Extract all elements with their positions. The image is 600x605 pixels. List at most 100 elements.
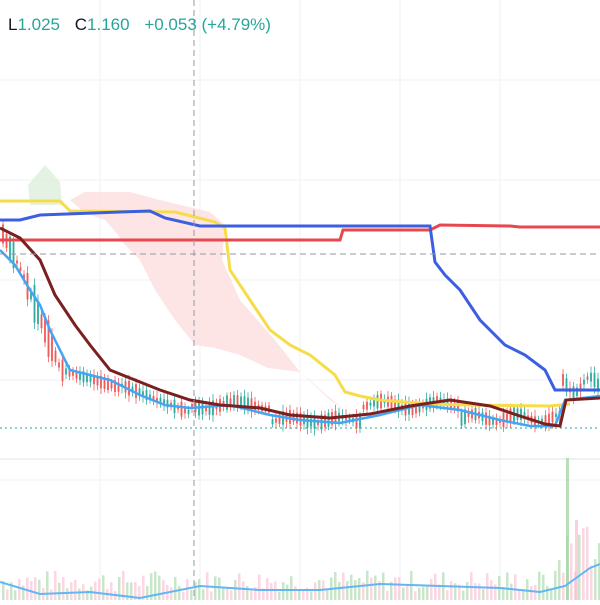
candle-body	[457, 402, 459, 412]
volume-bar	[194, 581, 197, 600]
volume-bar	[346, 581, 349, 600]
candle-body	[58, 362, 60, 368]
volume-bar	[402, 587, 405, 600]
volume-bar	[586, 526, 589, 600]
volume-bar	[422, 586, 425, 600]
candle-body	[446, 398, 449, 407]
candle-body	[131, 386, 134, 393]
volume-bar	[250, 590, 253, 600]
volume-bar	[278, 591, 281, 600]
volume-bar	[558, 559, 561, 600]
volume-bar	[590, 565, 593, 600]
volume-bar	[298, 590, 301, 600]
candle-body	[310, 418, 312, 427]
candle-body	[114, 380, 116, 393]
candle-body	[212, 400, 214, 416]
volume-bar	[362, 582, 365, 600]
volume-bar	[102, 575, 105, 600]
candle-body	[359, 416, 361, 429]
volume-bar	[94, 581, 97, 600]
candle-body	[100, 375, 102, 389]
volume-bar	[242, 581, 245, 600]
candle-body	[236, 395, 239, 407]
volume-bar	[90, 586, 93, 600]
candle-body	[355, 414, 358, 429]
candle-body	[205, 406, 207, 412]
volume-bar	[494, 584, 497, 600]
volume-bar	[10, 582, 13, 600]
volume-bar	[122, 570, 125, 600]
candle-body	[23, 274, 25, 281]
candle-body	[275, 418, 277, 423]
volume-bar	[434, 573, 437, 600]
volume-bar	[198, 579, 201, 600]
volume-bar	[306, 587, 309, 600]
volume-ma-line	[0, 563, 600, 600]
volume-bar	[294, 586, 297, 600]
volume-bar	[282, 582, 285, 600]
candle-body	[72, 371, 74, 376]
candle-body	[509, 408, 512, 424]
candle-body	[572, 386, 575, 400]
volume-bar	[290, 576, 293, 600]
volume-bar	[38, 579, 41, 600]
volume-bar	[134, 582, 137, 600]
change-value: +0.053 (+4.79%)	[144, 15, 271, 34]
candle-body	[93, 375, 95, 385]
volume-bar	[246, 585, 249, 600]
candle-body	[278, 414, 281, 424]
volume-bar	[262, 588, 265, 600]
volume-bar	[54, 570, 57, 600]
candle-body	[16, 260, 18, 264]
volume-bar	[118, 577, 121, 600]
volume-bar	[18, 579, 21, 600]
candle-body	[40, 314, 43, 329]
candle-body	[44, 317, 46, 343]
candle-body	[555, 413, 557, 417]
candle-body	[586, 376, 589, 380]
candle-body	[548, 413, 550, 425]
candle-body	[135, 384, 137, 398]
volume-bar	[578, 534, 581, 600]
volume-bar	[398, 577, 401, 600]
candle-body	[152, 395, 155, 401]
senkou-span-line	[0, 199, 571, 408]
volume-bar	[98, 578, 101, 600]
candle-body	[565, 378, 568, 392]
volume-bar	[154, 571, 157, 600]
candle-body	[460, 411, 463, 426]
candle-body	[576, 387, 578, 397]
candle-body	[485, 412, 487, 425]
volume-bar	[326, 589, 329, 600]
volume-bar	[454, 583, 457, 600]
volume-bar	[518, 590, 521, 600]
candle-body	[467, 413, 470, 417]
candle-body	[397, 399, 400, 412]
volume-bar	[190, 590, 193, 600]
candle-body	[184, 407, 186, 414]
volume-bar	[538, 571, 541, 600]
candle-body	[327, 412, 330, 427]
volume-bar	[218, 577, 221, 600]
candle-body	[33, 284, 36, 323]
candle-body	[208, 402, 211, 415]
candle-body	[19, 267, 22, 271]
volume-bar	[594, 559, 597, 600]
volume-bar	[182, 591, 185, 600]
volume-bar	[394, 577, 397, 600]
volume-bar	[254, 586, 257, 600]
volume-bar	[514, 574, 517, 600]
candle-body	[51, 334, 53, 361]
volume-bars	[0, 458, 600, 600]
candle-body	[96, 376, 99, 386]
candle-body	[520, 408, 522, 420]
volume-bar	[74, 579, 77, 600]
candle-body	[348, 417, 351, 421]
candle-body	[12, 241, 15, 269]
candle-body	[68, 368, 71, 377]
candle-body	[593, 372, 596, 388]
volume-bar	[370, 577, 373, 600]
